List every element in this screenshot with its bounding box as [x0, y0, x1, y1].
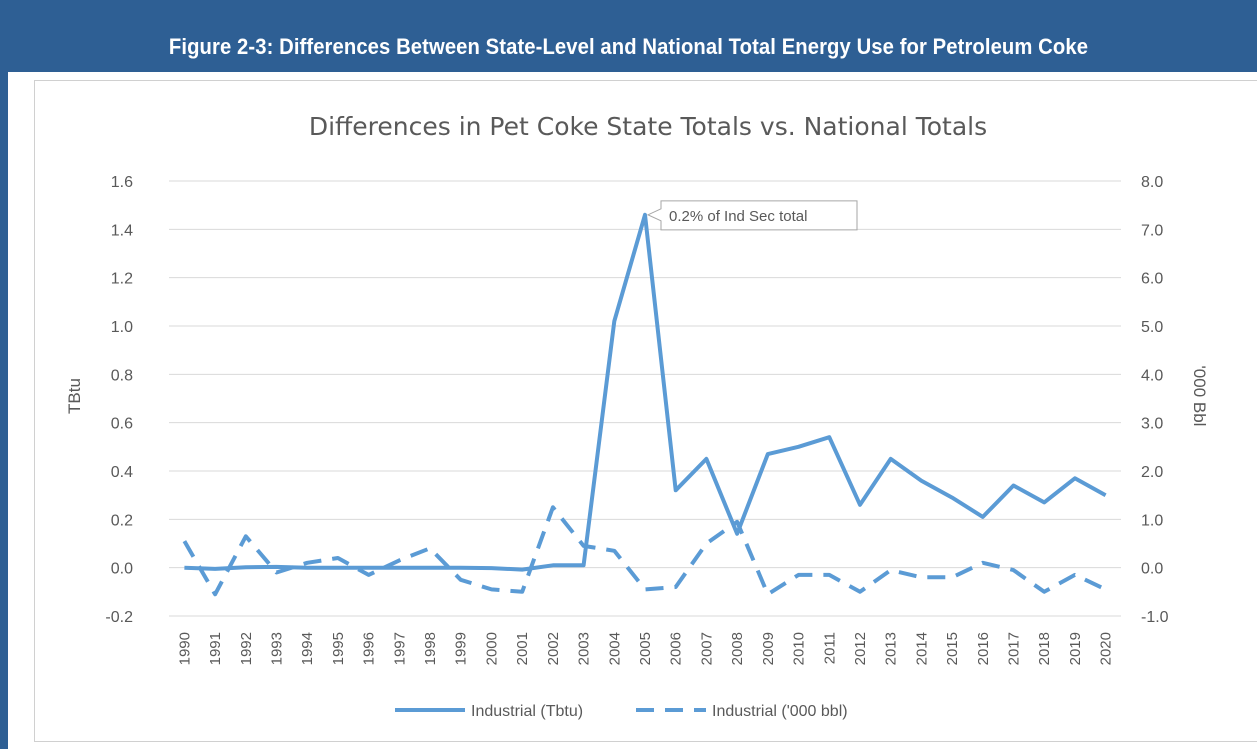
x-tick-label: 2008 [729, 632, 746, 665]
x-tick-label: 2004 [606, 632, 623, 665]
x-tick-label: 1992 [238, 632, 255, 665]
x-tick-label: 1996 [361, 632, 378, 665]
x-tick-label: 1999 [453, 632, 470, 665]
right-tick-label: 2.0 [1141, 464, 1163, 481]
left-tick-label: 1.6 [111, 174, 133, 191]
right-tick-label: 4.0 [1141, 367, 1163, 384]
right-axis-ticks: 8.0 7.0 6.0 5.0 4.0 3.0 2.0 1.0 0.0 -1.0 [1141, 174, 1169, 626]
x-tick-label: 1998 [422, 632, 439, 665]
annotation-callout [646, 200, 858, 231]
legend-label: Industrial ('000 bbl) [712, 703, 848, 720]
figure-panel: Differences in Pet Coke State Totals vs.… [8, 72, 1257, 749]
series-line-tbtu [184, 212, 1107, 572]
right-axis-label: '000 Bbl [1190, 366, 1209, 427]
left-axis-label: TBtu [65, 378, 84, 414]
left-tick-label: 0.0 [111, 561, 133, 578]
x-tick-label: 2009 [760, 632, 777, 665]
right-tick-label: 1.0 [1141, 512, 1163, 529]
x-tick-label: 1990 [176, 632, 193, 665]
chart-title: Differences in Pet Coke State Totals vs.… [309, 112, 987, 141]
x-tick-label: 1993 [268, 632, 285, 665]
left-tick-label: 1.0 [111, 319, 133, 336]
x-tick-label: 2014 [913, 632, 930, 665]
left-tick-label: 0.2 [111, 512, 133, 529]
x-tick-label: 2010 [791, 632, 808, 665]
right-tick-label: 6.0 [1141, 271, 1163, 288]
x-tick-label: 2007 [698, 632, 715, 665]
x-tick-label: 2020 [1098, 632, 1115, 665]
x-tick-label: 2019 [1067, 632, 1084, 665]
right-tick-label: 5.0 [1141, 319, 1163, 336]
chart-area: Differences in Pet Coke State Totals vs.… [34, 80, 1257, 742]
x-tick-label: 1997 [391, 632, 408, 665]
x-tick-label: 2005 [637, 632, 654, 665]
annotation-group: 0.2% of Ind Sec total [646, 200, 858, 231]
left-tick-label: 1.4 [111, 222, 133, 239]
left-tick-label: 0.6 [111, 416, 133, 433]
x-tick-label: 2018 [1036, 632, 1053, 665]
figure-caption: Figure 2-3: Differences Between State-Le… [168, 34, 1089, 59]
x-tick-label: 2017 [1006, 632, 1023, 665]
x-tick-label: 2016 [975, 632, 992, 665]
annotation-text: 0.2% of Ind Sec total [669, 208, 807, 225]
left-axis-ticks: 1.6 1.4 1.2 1.0 0.8 0.6 0.4 0.2 0.0 -0.2 [105, 174, 133, 626]
left-tick-label: -0.2 [105, 609, 133, 626]
x-tick-label: 2015 [944, 632, 961, 665]
left-tick-label: 0.8 [111, 367, 133, 384]
right-tick-label: -1.0 [1141, 609, 1169, 626]
x-tick-label: 2006 [668, 632, 685, 665]
x-tick-label: 2003 [576, 632, 593, 665]
figure-header: Figure 2-3: Differences Between State-Le… [0, 0, 1257, 72]
x-tick-label: 2002 [545, 632, 562, 665]
line-chart: Differences in Pet Coke State Totals vs.… [65, 112, 1209, 720]
x-tick-label: 1995 [330, 632, 347, 665]
right-tick-label: 8.0 [1141, 174, 1163, 191]
legend-label: Industrial (Tbtu) [471, 703, 583, 720]
right-tick-label: 3.0 [1141, 416, 1163, 433]
x-tick-label: 2001 [514, 632, 531, 665]
gridlines [169, 180, 1121, 617]
x-tick-label: 1994 [299, 632, 316, 665]
legend: Industrial (Tbtu) Industrial ('000 bbl) [395, 703, 848, 720]
x-tick-label: 2013 [883, 632, 900, 665]
right-tick-label: 0.0 [1141, 561, 1163, 578]
x-tick-label: 2012 [852, 632, 869, 665]
left-tick-label: 0.4 [111, 464, 133, 481]
left-tick-label: 1.2 [111, 271, 133, 288]
right-tick-label: 7.0 [1141, 222, 1163, 239]
x-tick-label: 2011 [821, 632, 838, 664]
x-tick-label: 1991 [207, 632, 224, 665]
x-axis-ticks: 1990 1991 1992 1993 1994 1995 1996 1997 1998 1999… [176, 632, 1114, 665]
series-group [182, 212, 1107, 597]
x-tick-label: 2000 [483, 632, 500, 665]
series-line-bbl [182, 505, 1107, 597]
